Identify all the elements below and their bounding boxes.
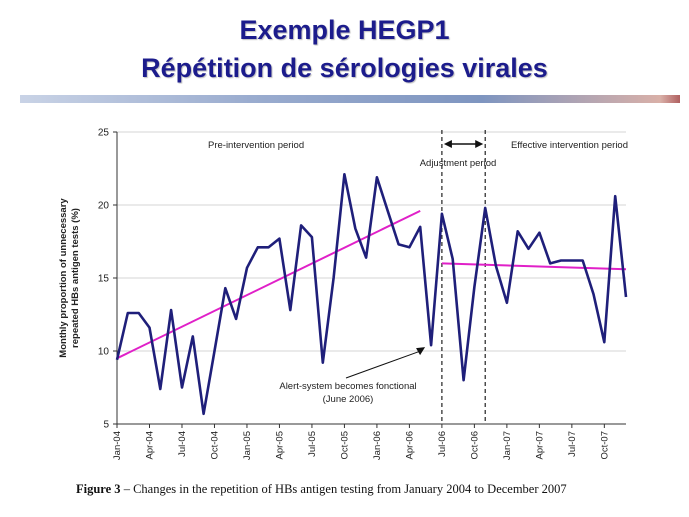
alert-arrow-head (416, 347, 426, 356)
caption-text: – Changes in the repetition of HBs antig… (120, 482, 567, 496)
y-tick-label: 5 (103, 420, 109, 431)
trend-line (116, 209, 421, 360)
x-tick-label: Apr-06 (404, 431, 415, 460)
adjustment-arrow-head-right (475, 140, 484, 148)
caption-label: Figure 3 (76, 482, 121, 496)
x-tick-label: Apr-04 (144, 431, 155, 460)
x-tick-label: Jan-07 (502, 431, 513, 460)
annotation-alert-line-1: Alert-system becomes fonctional (279, 381, 416, 392)
y-tick-label: 25 (98, 128, 110, 139)
y-tick-label: 10 (98, 347, 110, 358)
trend-line (441, 262, 627, 271)
x-tick-label: Jul-07 (567, 431, 578, 457)
line-chart: 5 10 15 20 25 Jan-04 Apr-04 Jul-04 Oct-04 Jan-05 A… (58, 128, 628, 461)
x-tick-label: Oct-05 (339, 431, 350, 460)
title-divider-bar (20, 95, 680, 103)
slide-title-line-1: Exemple HEGP1 (239, 15, 450, 45)
x-tick-label: Oct-06 (469, 431, 480, 460)
annotation-pre-intervention: Pre-intervention period (208, 140, 304, 151)
y-tick-label: 15 (98, 274, 110, 285)
y-axis-label-line-1: Monthly proportion of unnecessary (58, 198, 69, 358)
x-tick-label: Jan-06 (372, 431, 383, 460)
y-axis-label-line-2: repeated HBs antigen tests (%) (70, 208, 81, 348)
x-tick-label: Jul-05 (307, 431, 318, 457)
series-line (115, 173, 628, 416)
figure-caption: Figure 3 – Changes in the repetition of … (76, 482, 676, 497)
x-tick-label: Jan-04 (112, 431, 123, 460)
slide-title-line-2: Répétition de sérologies virales (141, 53, 548, 83)
x-tick-label: Jul-04 (177, 431, 188, 457)
x-tick-label: Jan-05 (242, 431, 253, 460)
annotation-alert-line-2: (June 2006) (323, 394, 374, 405)
annotation-adjustment: Adjustment period (420, 158, 497, 169)
adjustment-arrow-head-left (443, 140, 452, 148)
x-tick-label: Jul-06 (437, 431, 448, 457)
x-tick-label: Apr-05 (274, 431, 285, 460)
alert-arrow-shaft (345, 350, 421, 379)
figure-panel: 5 10 15 20 25 Jan-04 Apr-04 Jul-04 Oct-04 Jan-05 A… (38, 108, 650, 503)
x-tick-label: Oct-07 (599, 431, 610, 460)
y-tick-label: 20 (98, 201, 110, 212)
annotation-effective-intervention: Effective intervention period (511, 140, 628, 151)
x-tick-label: Apr-07 (534, 431, 545, 460)
x-tick-label: Oct-04 (209, 431, 220, 460)
